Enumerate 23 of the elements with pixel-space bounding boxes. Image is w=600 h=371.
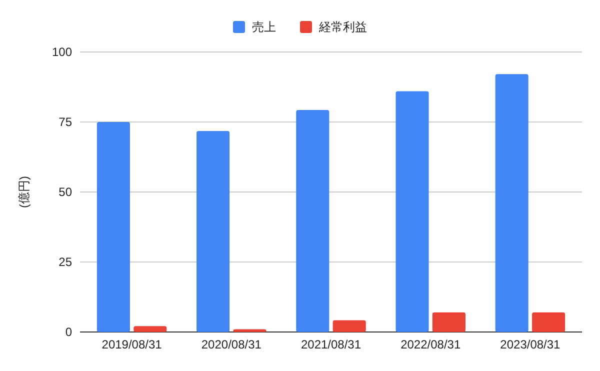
bar — [233, 329, 266, 332]
x-tick-label: 2022/08/31 — [400, 338, 461, 352]
y-tick-label: 100 — [52, 44, 72, 59]
x-tick-label: 2020/08/31 — [201, 338, 262, 352]
bar — [134, 326, 167, 332]
y-tick-label: 50 — [58, 184, 72, 199]
x-tick-label: 2023/08/31 — [500, 338, 561, 352]
y-tick-label: 0 — [65, 324, 72, 339]
bar — [296, 110, 330, 332]
x-tick-label: 2021/08/31 — [300, 338, 362, 352]
bar — [532, 312, 566, 332]
bar — [432, 312, 466, 332]
bar — [196, 130, 230, 332]
y-axis-title: (億円) — [17, 176, 31, 208]
y-tick-label: 25 — [58, 254, 72, 269]
bar — [96, 122, 130, 332]
bar — [495, 74, 528, 332]
legend-label: 売上 — [252, 20, 276, 34]
x-tick-label: 2019/08/31 — [102, 338, 162, 352]
bar — [332, 320, 366, 332]
bar — [396, 91, 429, 332]
legend-label: 経常利益 — [318, 20, 367, 34]
y-tick-label: 75 — [58, 114, 72, 129]
